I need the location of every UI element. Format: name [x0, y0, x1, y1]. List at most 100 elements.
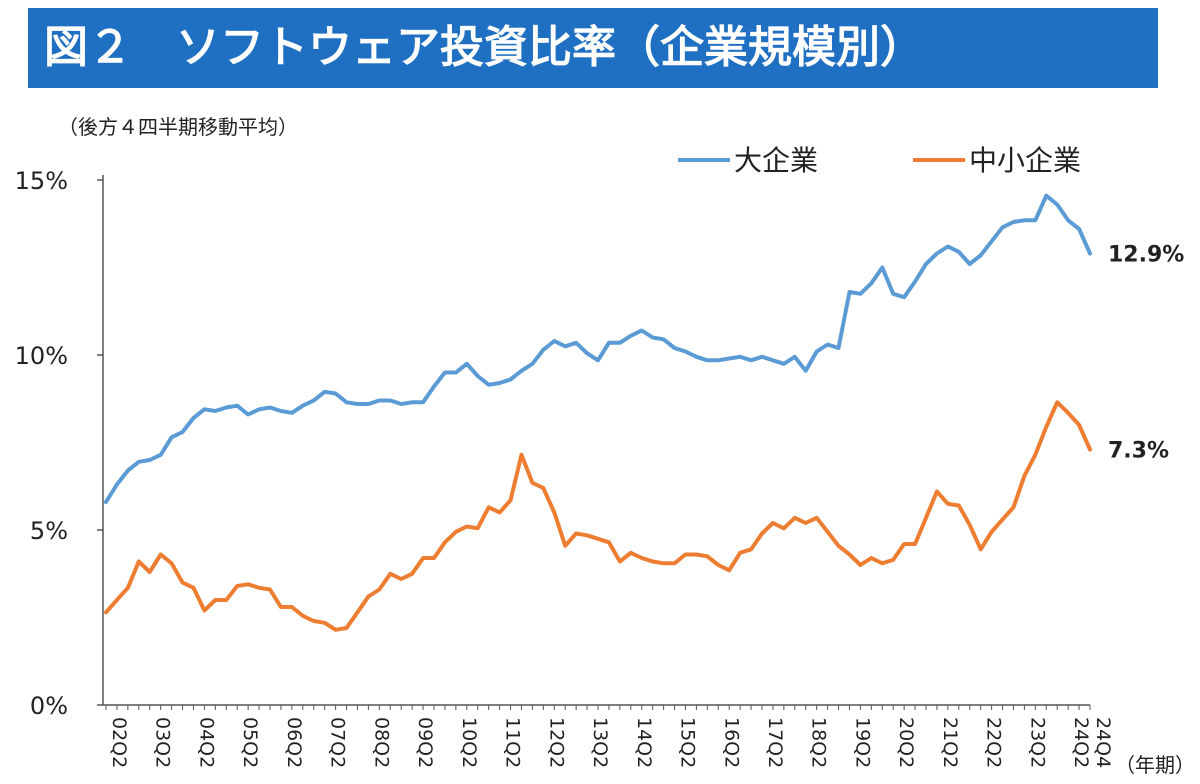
x-tick-label: 07Q2	[327, 717, 349, 768]
data-point	[334, 628, 337, 631]
data-point	[542, 348, 545, 351]
data-point	[498, 381, 501, 385]
data-point	[410, 401, 414, 404]
data-point	[968, 262, 971, 266]
x-tick-label: 24Q2	[1070, 717, 1092, 768]
x-tick-label: 08Q2	[370, 717, 392, 768]
data-point	[946, 502, 950, 505]
data-point	[957, 250, 960, 253]
data-point	[312, 619, 315, 623]
series-layer	[104, 193, 1092, 632]
x-tick-label: 24Q4	[1092, 717, 1114, 768]
data-point	[1045, 425, 1048, 428]
data-point	[257, 586, 261, 589]
data-point	[564, 345, 567, 348]
data-point	[203, 609, 206, 612]
data-point	[553, 511, 556, 514]
data-point	[531, 481, 534, 484]
data-point	[695, 553, 698, 556]
chart-title-banner: 図２ ソフトウェア投資比率（企業規模別）	[28, 8, 1158, 88]
data-point	[859, 292, 862, 295]
y-tick-label: 0%	[30, 692, 68, 720]
data-point	[104, 611, 108, 614]
x-tick-label: 14Q2	[633, 717, 655, 768]
series-line-sme	[104, 400, 1092, 632]
data-point	[246, 413, 250, 416]
data-point	[979, 254, 982, 257]
data-point	[826, 530, 829, 533]
data-point	[301, 614, 304, 617]
x-tick-label: 19Q2	[851, 717, 873, 768]
x-tick-label: 10Q2	[458, 717, 480, 768]
data-point	[804, 521, 807, 525]
data-point	[662, 562, 665, 565]
x-tick-label: 04Q2	[195, 717, 217, 768]
x-tick-label: 23Q2	[1026, 717, 1048, 768]
data-point	[695, 355, 698, 358]
data-point	[443, 371, 447, 374]
series-end-label: 12.9%	[1108, 243, 1184, 268]
data-point	[432, 556, 436, 560]
data-point	[738, 551, 742, 554]
x-tick-label: 02Q2	[108, 717, 130, 768]
data-point	[607, 541, 611, 544]
x-tick-label: 09Q2	[414, 717, 436, 768]
data-point	[1034, 219, 1037, 222]
x-tick-label: 21Q2	[939, 717, 961, 768]
data-point	[651, 560, 654, 563]
data-point	[793, 516, 796, 519]
data-point	[1012, 506, 1015, 509]
data-point	[268, 588, 272, 591]
data-point	[465, 362, 468, 365]
data-point	[749, 359, 753, 362]
data-point	[607, 341, 611, 344]
data-point	[979, 548, 982, 551]
x-tick-label: 12Q2	[545, 717, 567, 768]
data-point	[902, 296, 906, 299]
series-line-large	[104, 193, 1092, 504]
data-point	[432, 385, 436, 388]
data-point	[870, 282, 873, 285]
x-tick-label: 15Q2	[677, 717, 699, 768]
data-point	[1001, 518, 1004, 521]
data-point	[618, 341, 622, 344]
data-point	[1077, 227, 1081, 231]
data-point	[651, 336, 654, 339]
data-point	[1045, 194, 1048, 197]
data-point	[421, 401, 425, 404]
x-tick-label: 16Q2	[720, 717, 742, 768]
y-tick-label: 10%	[15, 342, 68, 370]
label-layer: （後方４四半期移動平均） 0% 5% 10% 15% 02Q2 03Q2 04Q2 05Q2 06…	[15, 115, 1195, 777]
data-point	[629, 334, 632, 337]
data-point	[236, 404, 239, 407]
data-point	[279, 605, 283, 609]
data-point	[892, 292, 895, 295]
data-point	[214, 409, 217, 413]
data-point	[717, 359, 720, 362]
data-point	[400, 402, 403, 406]
data-point	[378, 588, 381, 591]
data-point	[1056, 401, 1059, 404]
data-point	[246, 583, 250, 586]
data-point	[574, 532, 578, 535]
data-point	[137, 560, 140, 563]
data-point	[290, 605, 294, 609]
data-point	[913, 280, 917, 283]
chart-title: 図２ ソフトウェア投資比率（企業規模別）	[44, 22, 924, 73]
x-tick-label: 13Q2	[589, 717, 611, 768]
data-point	[946, 245, 950, 248]
data-point	[367, 402, 370, 406]
data-point	[629, 551, 632, 554]
data-point	[312, 399, 315, 402]
data-point	[892, 558, 895, 561]
data-point	[214, 598, 217, 602]
data-point	[104, 500, 108, 504]
x-tick-label: 05Q2	[239, 717, 261, 768]
data-point	[465, 525, 468, 528]
data-point	[585, 352, 589, 355]
data-point	[268, 406, 272, 409]
data-point	[837, 346, 840, 350]
data-point	[148, 570, 151, 574]
data-point	[1066, 411, 1070, 414]
data-point	[137, 460, 140, 463]
